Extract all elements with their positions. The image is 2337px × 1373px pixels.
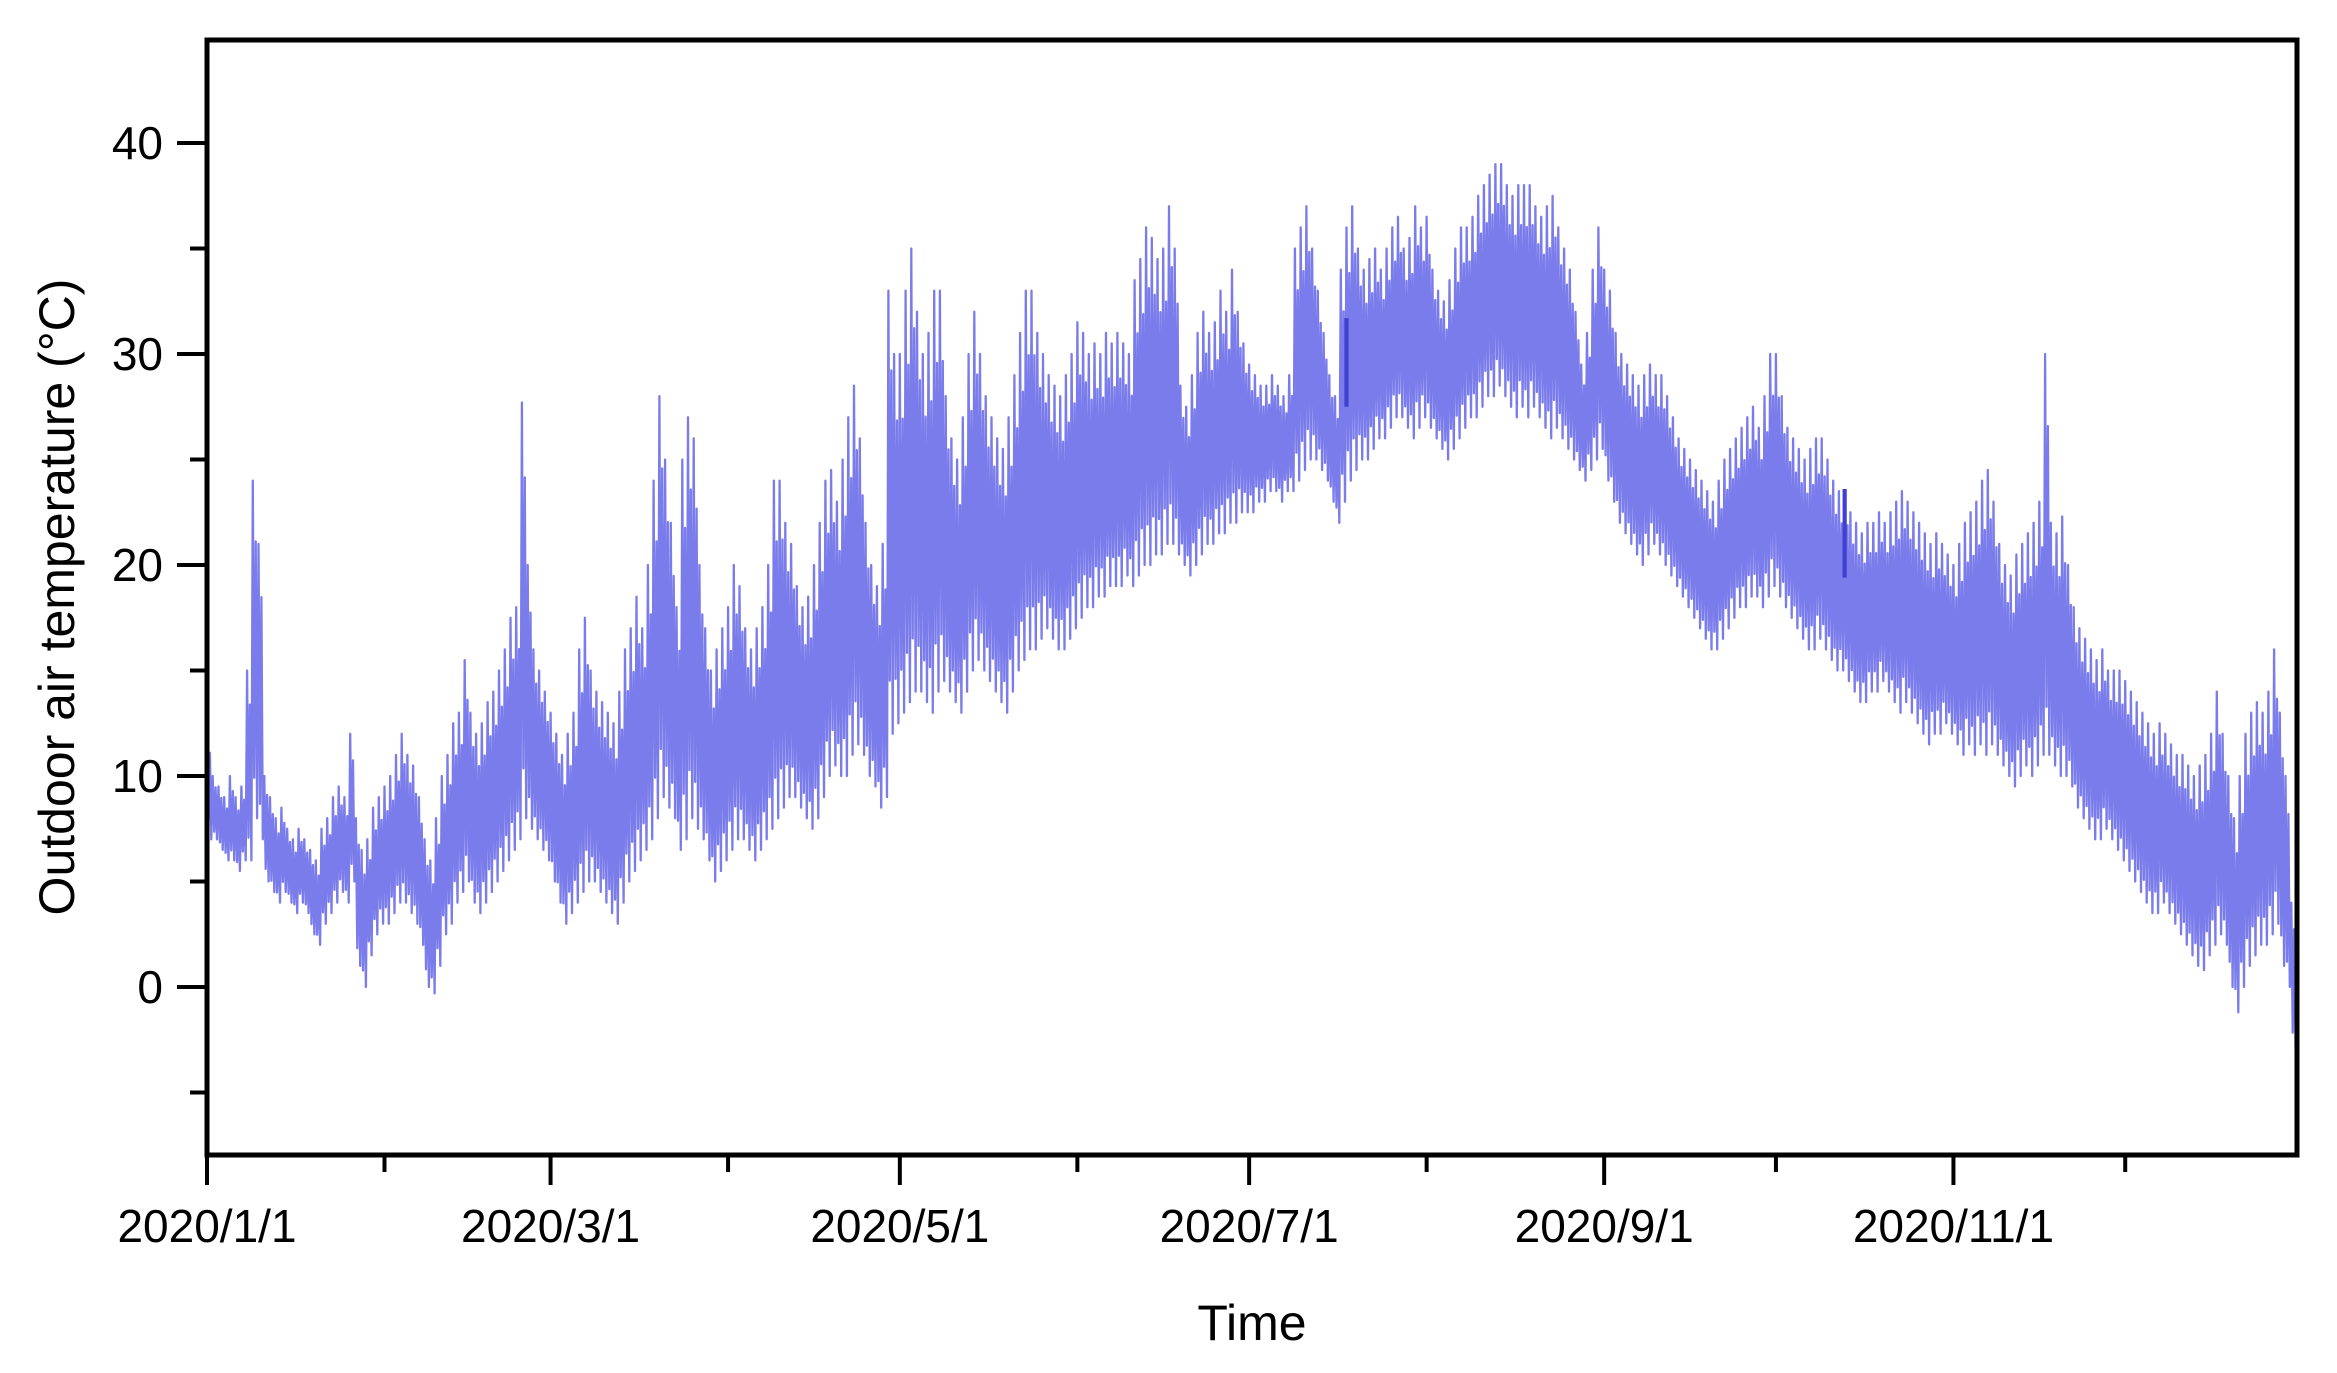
y-tick-label: 0: [137, 961, 163, 1013]
temperature-line: [207, 162, 2297, 1074]
temperature-series-group: [207, 162, 2297, 1074]
x-tick-label: 2020/9/1: [1515, 1200, 1694, 1252]
x-tick-label: 2020/1/1: [117, 1200, 296, 1252]
axis-ticks: [177, 141, 2128, 1185]
x-tick-label: 2020/7/1: [1160, 1200, 1339, 1252]
y-axis-title: Outdoor air temperature (°C): [29, 278, 85, 916]
x-tick-label: 2020/5/1: [810, 1200, 989, 1252]
x-tick-label: 2020/11/1: [1853, 1200, 2054, 1252]
x-tick-label: 2020/3/1: [461, 1200, 640, 1252]
x-axis-title: Time: [1197, 1295, 1307, 1351]
y-tick-label: 20: [112, 539, 163, 591]
tick-labels: 2020/1/1 2020/3/1 2020/5/1 2020/7/1 2020/9/1…: [112, 117, 2054, 1252]
y-tick-label: 40: [112, 117, 163, 169]
y-tick-label: 30: [112, 328, 163, 380]
y-tick-label: 10: [112, 750, 163, 802]
plot-frame: [204, 37, 2300, 1158]
